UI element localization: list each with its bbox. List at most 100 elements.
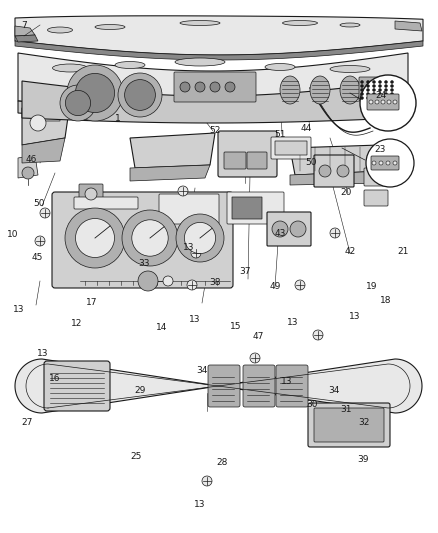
Circle shape [379,161,383,165]
Ellipse shape [310,76,330,104]
Circle shape [367,85,370,87]
Circle shape [391,85,393,87]
Circle shape [124,79,155,110]
Circle shape [122,210,178,266]
FancyBboxPatch shape [271,137,311,159]
Polygon shape [290,171,385,185]
Circle shape [85,188,97,200]
Circle shape [225,82,235,92]
FancyBboxPatch shape [74,197,138,209]
Text: 39: 39 [357,455,368,464]
Ellipse shape [180,20,220,26]
Circle shape [393,100,397,104]
Circle shape [372,80,375,84]
Text: 30: 30 [306,400,318,408]
FancyBboxPatch shape [218,131,277,177]
FancyBboxPatch shape [364,190,388,206]
Circle shape [369,100,373,104]
Text: 38: 38 [209,278,220,287]
Text: 32: 32 [359,418,370,426]
Text: 25: 25 [130,453,141,461]
Circle shape [372,161,376,165]
Circle shape [360,75,416,131]
Circle shape [65,91,91,116]
Circle shape [367,96,370,100]
Circle shape [372,96,375,100]
Circle shape [187,280,197,290]
FancyBboxPatch shape [174,72,256,102]
FancyBboxPatch shape [267,212,311,246]
Circle shape [22,167,34,179]
Circle shape [75,74,115,112]
Text: 13: 13 [37,349,48,358]
Circle shape [360,96,364,100]
Circle shape [378,85,381,87]
Circle shape [184,222,215,254]
FancyBboxPatch shape [243,365,275,407]
Text: 20: 20 [340,189,352,197]
Text: 50: 50 [33,199,44,208]
Ellipse shape [340,76,360,104]
Circle shape [75,219,114,257]
Circle shape [163,276,173,286]
Text: 34: 34 [197,366,208,375]
FancyBboxPatch shape [159,194,219,224]
Circle shape [60,85,96,121]
Text: 45: 45 [32,253,43,262]
Circle shape [295,280,305,290]
Ellipse shape [47,27,73,33]
Text: 7: 7 [21,21,27,30]
Text: 24: 24 [375,92,387,100]
Text: 42: 42 [345,247,356,256]
Text: 23: 23 [374,145,386,154]
Circle shape [391,80,393,84]
Circle shape [272,221,288,237]
Ellipse shape [340,23,360,27]
Text: 51: 51 [275,130,286,139]
FancyBboxPatch shape [314,155,354,187]
Polygon shape [22,81,402,123]
Polygon shape [290,145,385,175]
Ellipse shape [95,25,125,29]
Polygon shape [395,21,422,31]
Text: 13: 13 [287,318,298,327]
Circle shape [290,221,306,237]
FancyBboxPatch shape [275,141,307,155]
Ellipse shape [53,64,88,72]
Circle shape [360,80,364,84]
Circle shape [385,93,388,95]
Circle shape [250,353,260,363]
Text: 47: 47 [253,333,264,341]
Text: 13: 13 [189,316,201,324]
Circle shape [391,93,393,95]
Text: 14: 14 [155,324,167,332]
Text: 13: 13 [13,305,24,313]
Circle shape [330,228,340,238]
Text: 10: 10 [7,230,19,239]
FancyBboxPatch shape [359,77,396,101]
FancyBboxPatch shape [224,152,246,169]
Circle shape [367,80,370,84]
Text: 49: 49 [269,282,281,291]
Polygon shape [18,101,408,121]
Text: 27: 27 [21,418,33,427]
Polygon shape [15,359,422,413]
Circle shape [385,96,388,100]
Circle shape [386,161,390,165]
Text: 50: 50 [305,158,317,167]
Circle shape [360,93,364,95]
Circle shape [337,165,349,177]
Polygon shape [15,35,38,42]
FancyBboxPatch shape [314,408,384,442]
FancyBboxPatch shape [52,192,233,288]
Polygon shape [22,138,65,163]
Text: 44: 44 [301,125,312,133]
Circle shape [387,100,391,104]
Polygon shape [18,53,408,111]
Polygon shape [22,103,70,145]
Text: 37: 37 [240,268,251,276]
Circle shape [378,93,381,95]
Circle shape [366,139,414,187]
FancyBboxPatch shape [308,403,390,447]
FancyBboxPatch shape [364,168,391,186]
